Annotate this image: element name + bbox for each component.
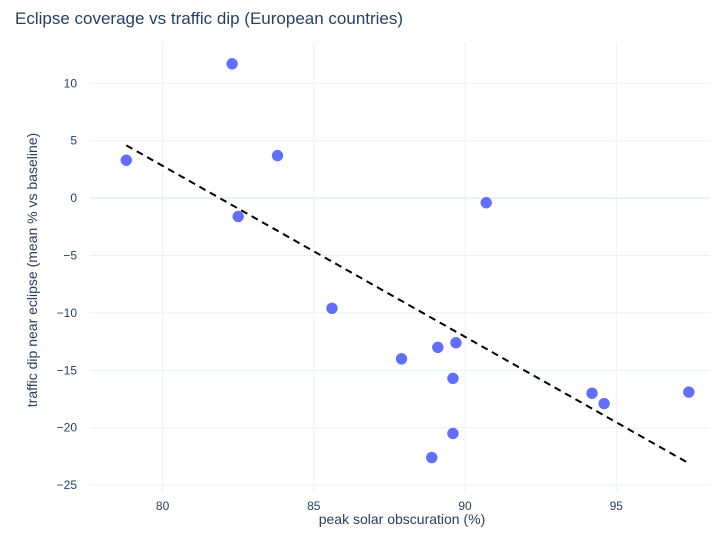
data-point bbox=[480, 196, 492, 209]
trend-layer bbox=[125, 144, 690, 465]
data-point bbox=[120, 154, 133, 166]
x-tick-label: 80 bbox=[156, 499, 170, 513]
y-tick-label: 0 bbox=[70, 191, 77, 205]
y-tick-label: −5 bbox=[63, 249, 77, 263]
data-point bbox=[326, 302, 338, 315]
y-axis-title: traffic dip near eclipse (mean % vs base… bbox=[24, 133, 40, 407]
trend-line bbox=[125, 144, 690, 465]
data-point bbox=[450, 337, 462, 349]
data-point bbox=[271, 149, 284, 162]
y-tick-label: −20 bbox=[57, 421, 78, 435]
grid-layer bbox=[90, 42, 710, 492]
data-point bbox=[395, 353, 408, 365]
data-point bbox=[586, 387, 598, 400]
point-layer bbox=[120, 58, 695, 464]
data-point bbox=[447, 372, 459, 385]
y-tick-label: −10 bbox=[57, 306, 78, 320]
x-tick-label: 85 bbox=[307, 499, 321, 513]
x-tick-labels: 80 85 90 95 bbox=[156, 499, 623, 513]
data-point bbox=[426, 451, 438, 464]
y-tick-label: −15 bbox=[57, 363, 78, 377]
x-axis-title: peak solar obscuration (%) bbox=[319, 511, 486, 527]
x-tick-label: 95 bbox=[610, 499, 624, 513]
data-point bbox=[683, 386, 695, 398]
data-point bbox=[598, 397, 610, 410]
x-tick-label: 90 bbox=[458, 499, 472, 513]
data-point bbox=[226, 58, 238, 70]
data-point bbox=[447, 427, 459, 440]
data-point bbox=[432, 341, 444, 354]
y-tick-label: −25 bbox=[57, 478, 78, 492]
y-tick-label: 10 bbox=[64, 76, 78, 90]
y-tick-label: 5 bbox=[70, 134, 77, 148]
data-point bbox=[232, 210, 244, 223]
y-tick-labels: 10 5 0 −5 −10 −15 −20 −25 bbox=[57, 76, 78, 492]
chart-title: Eclipse coverage vs traffic dip (Europea… bbox=[15, 9, 403, 28]
